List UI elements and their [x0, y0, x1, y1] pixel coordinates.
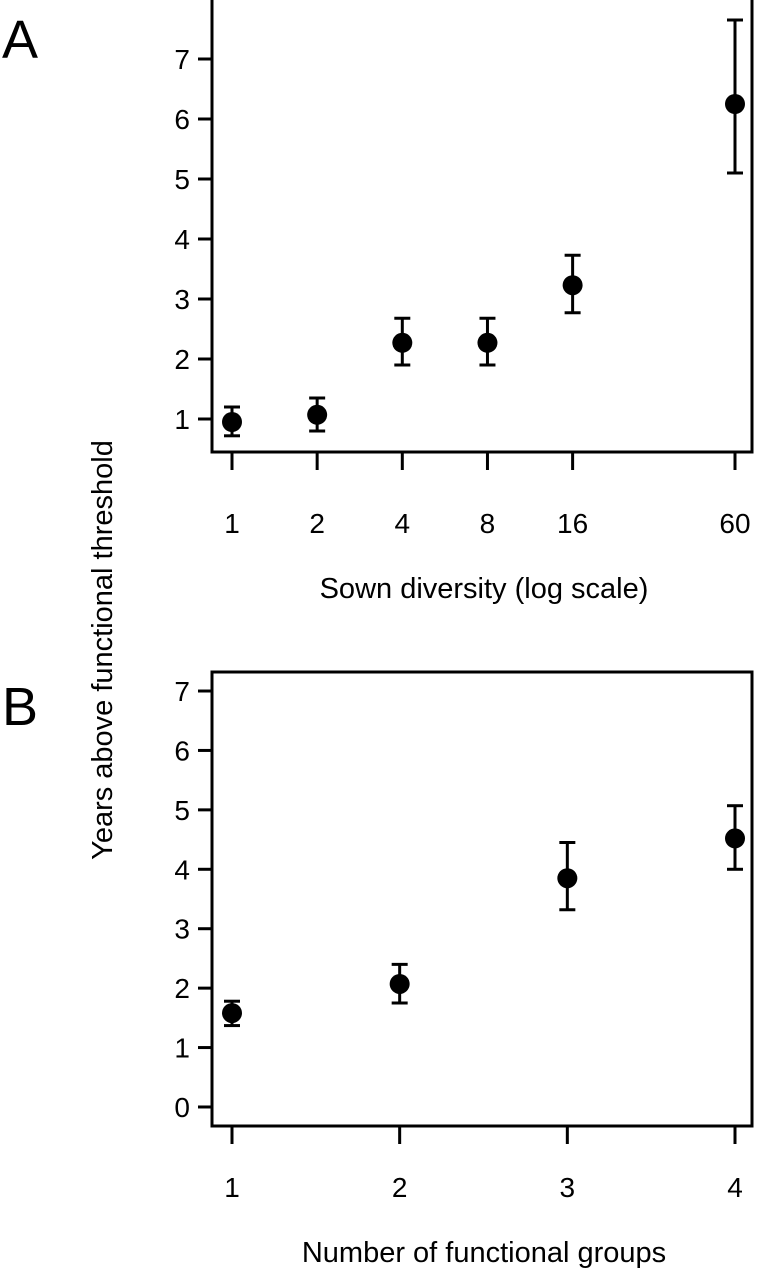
x-tick-label: 8	[480, 508, 496, 539]
panel-a: A 1 2 3 4 5 6 7 1 2 4 8 16 60 Sown diversity (log s…	[2, 0, 754, 605]
y-axis-label: Years above functional threshold	[87, 440, 119, 860]
data-point	[222, 412, 242, 432]
panel-a-points	[222, 94, 745, 432]
y-tick-label: 7	[174, 44, 190, 75]
panel-b-letter: B	[2, 677, 38, 737]
data-point	[477, 332, 498, 353]
y-tick-label: 4	[174, 224, 190, 255]
panel-b-plot-frame	[210, 670, 754, 1128]
x-tick-label: 16	[557, 508, 588, 539]
data-point	[389, 973, 410, 994]
x-tick-label: 2	[392, 1172, 408, 1203]
y-tick-label: 6	[174, 735, 190, 766]
data-point	[725, 94, 745, 114]
panel-a-plot-frame	[210, 0, 754, 454]
panel-b-error-bars	[224, 804, 743, 1028]
x-tick-label: 1	[224, 1172, 240, 1203]
y-tick-label: 3	[174, 284, 190, 315]
y-tick-label: 7	[174, 676, 190, 707]
panel-b-x-axis: 1 2 3 4	[224, 1126, 743, 1203]
x-tick-label: 2	[309, 508, 325, 539]
y-tick-label: 5	[174, 795, 190, 826]
y-tick-label: 6	[174, 104, 190, 135]
x-tick-label: 4	[727, 1172, 743, 1203]
x-tick-label: 1	[224, 508, 240, 539]
panel-b-y-axis: 0 1 2 3 4 5 6 7	[174, 676, 212, 1123]
panel-a-y-axis: 1 2 3 4 5 6 7	[174, 44, 212, 435]
panel-a-x-axis: 1 2 4 8 16 60	[224, 452, 751, 539]
y-tick-label: 0	[174, 1092, 190, 1123]
data-point	[557, 868, 578, 889]
data-point	[307, 404, 328, 425]
data-point	[392, 332, 413, 353]
y-tick-label: 4	[174, 854, 190, 885]
data-point	[562, 275, 583, 296]
x-tick-label: 3	[560, 1172, 576, 1203]
y-tick-label: 2	[174, 344, 190, 375]
panel-a-letter: A	[2, 10, 38, 70]
data-point	[222, 1003, 242, 1024]
panel-a-error-bars	[224, 18, 743, 438]
y-tick-label: 2	[174, 973, 190, 1004]
y-tick-label: 1	[174, 404, 190, 435]
y-tick-label: 5	[174, 164, 190, 195]
panel-b-x-axis-label: Number of functional groups	[302, 1237, 666, 1269]
y-tick-label: 1	[174, 1033, 190, 1064]
panel-b: B 0 1 2 3 4 5 6 7 1 2 3 4 Number of functional gro…	[2, 670, 754, 1269]
y-tick-label: 3	[174, 914, 190, 945]
data-point	[725, 828, 745, 849]
x-tick-label: 60	[719, 508, 750, 539]
panel-a-x-axis-label: Sown diversity (log scale)	[320, 573, 649, 605]
panel-b-points	[222, 828, 745, 1024]
x-tick-label: 4	[395, 508, 411, 539]
